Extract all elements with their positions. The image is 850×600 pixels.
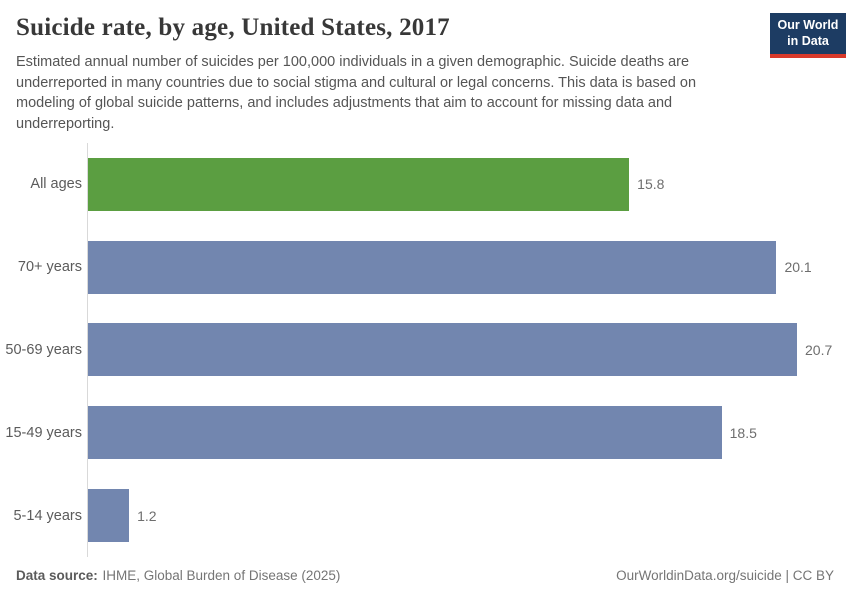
bar-row: All ages 15.8 xyxy=(0,143,850,226)
bar-track: 20.1 xyxy=(88,240,850,294)
bar-track: 15.8 xyxy=(88,157,850,211)
data-source-value: IHME, Global Burden of Disease (2025) xyxy=(102,568,341,583)
bar-row: 50-69 years 20.7 xyxy=(0,309,850,392)
bar-track: 20.7 xyxy=(88,323,850,377)
owid-logo[interactable]: Our World in Data xyxy=(770,13,846,58)
bar[interactable] xyxy=(88,489,130,543)
bar[interactable] xyxy=(88,157,630,211)
category-label: 50-69 years xyxy=(5,341,82,358)
bar[interactable] xyxy=(88,240,777,294)
bar-track: 18.5 xyxy=(88,406,850,460)
value-label: 15.8 xyxy=(637,176,665,193)
owid-logo-line2: in Data xyxy=(787,34,829,49)
chart-title: Suicide rate, by age, United States, 201… xyxy=(16,14,450,41)
data-source-label: Data source: xyxy=(16,568,98,583)
value-label: 20.7 xyxy=(805,341,833,358)
category-label: 15-49 years xyxy=(5,424,82,441)
data-source: Data source: IHME, Global Burden of Disea… xyxy=(16,568,340,583)
value-label: 1.2 xyxy=(137,507,157,524)
bar-track: 1.2 xyxy=(88,489,850,543)
bar-row: 70+ years 20.1 xyxy=(0,226,850,309)
owid-url-link[interactable]: OurWorldinData.org/suicide | CC BY xyxy=(616,568,834,583)
value-label: 20.1 xyxy=(784,259,812,276)
bar-rows-container: All ages 15.8 70+ years 20.1 50-69 years 20.7… xyxy=(0,143,850,557)
category-label: 70+ years xyxy=(17,259,82,276)
bar-chart: All ages 15.8 70+ years 20.1 50-69 years 20.7… xyxy=(0,143,850,557)
category-label: 5-14 years xyxy=(13,507,82,524)
y-axis-line xyxy=(87,143,88,557)
value-label: 18.5 xyxy=(729,424,757,441)
bar[interactable] xyxy=(88,323,797,377)
owid-logo-line1: Our World xyxy=(777,18,839,32)
category-label: All ages xyxy=(30,176,82,193)
chart-subtitle: Estimated annual number of suicides per … xyxy=(16,54,697,133)
bar[interactable] xyxy=(88,406,722,460)
chart-footer: Data source: IHME, Global Burden of Disea… xyxy=(16,568,834,583)
bar-row: 5-14 years 1.2 xyxy=(0,474,850,557)
bar-row: 15-49 years 18.5 xyxy=(0,391,850,474)
